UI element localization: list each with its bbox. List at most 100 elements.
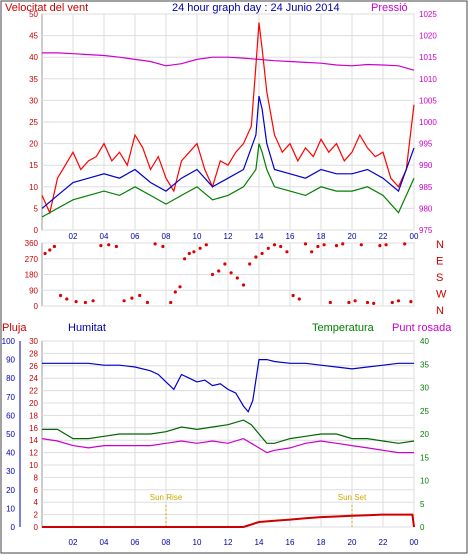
pressure-y-tick-label: 1000 [419, 118, 437, 127]
wind-x-tick-label: 18 [317, 232, 326, 241]
wind-y-tick-label: 10 [29, 183, 38, 192]
temp-x-tick-label: 18 [317, 538, 326, 547]
pressure-y-tick-label: 1005 [419, 96, 437, 105]
humidity-y-tick-label: 70 [6, 393, 15, 402]
dewpoint-label: Punt rosada [392, 322, 452, 334]
wind-x-tick-label: 04 [100, 232, 109, 241]
temp-x-tick-label: 12 [224, 538, 233, 547]
direction-point [285, 250, 289, 254]
rain-y-tick-label: 0 [34, 523, 39, 532]
pressure-y-tick-label: 1015 [419, 53, 437, 62]
direction-point [59, 293, 63, 298]
wind-y-tick-label: 30 [29, 96, 38, 105]
direction-point [122, 299, 126, 303]
humidity-y-tick-label: 60 [6, 411, 15, 420]
humidity-y-tick-label: 20 [6, 486, 15, 495]
humidity-line [42, 359, 414, 413]
direction-point [279, 244, 283, 249]
direction-point [403, 242, 407, 246]
wind-pressure-panel: 0510152025303540455097598098599099510001… [29, 10, 437, 241]
wind-x-tick-label: 12 [224, 232, 233, 241]
direction-point [187, 251, 191, 256]
temp-x-tick-label: 20 [348, 538, 357, 547]
wind-x-tick-label: 22 [379, 232, 388, 241]
direction-y-tick-label: 360 [25, 239, 39, 248]
compass-label: S [436, 272, 443, 284]
wind-y-tick-label: 25 [29, 118, 38, 127]
direction-point [229, 271, 233, 275]
sun-event-label: Sun Rise [150, 493, 183, 502]
direction-point [353, 299, 357, 303]
temp-x-tick-label: 14 [255, 538, 264, 547]
rain-y-tick-label: 30 [29, 337, 38, 346]
temperature-y-tick-label: 0 [420, 523, 425, 532]
temperature-label: Temperatura [312, 322, 375, 334]
direction-point [341, 242, 345, 246]
temperature-y-tick-label: 35 [420, 360, 429, 369]
direction-point [384, 243, 388, 247]
temp-humidity-panel: 0102030405060708090100024681012141618202… [2, 337, 430, 547]
humidity-y-tick-label: 10 [6, 504, 15, 513]
temperature-y-tick-label: 30 [420, 384, 429, 393]
rain-y-tick-label: 24 [29, 374, 38, 383]
humidity-y-tick-label: 90 [6, 356, 15, 365]
direction-y-tick-label: 90 [29, 286, 38, 295]
rain-label: Pluja [2, 322, 27, 334]
direction-point [43, 251, 47, 256]
direction-point [178, 285, 182, 289]
direction-point [183, 257, 187, 261]
direction-point [248, 262, 252, 266]
temp-x-tick-label: 22 [379, 538, 388, 547]
direction-point [99, 244, 103, 248]
humidity-y-tick-label: 30 [6, 467, 15, 476]
wind-y-tick-label: 0 [34, 226, 39, 235]
direction-point [378, 244, 382, 248]
temp-x-tick-label: 02 [69, 538, 78, 547]
direction-point [266, 246, 270, 250]
humidity-y-tick-label: 80 [6, 374, 15, 383]
pressure-line [42, 52, 415, 71]
dewpoint-line [41, 437, 414, 454]
wind-min-line [41, 143, 415, 218]
direction-point [107, 243, 111, 247]
wind-x-tick-label: 14 [255, 232, 264, 241]
direction-point [303, 242, 308, 246]
pressure-y-tick-label: 1010 [419, 75, 437, 84]
direction-point [272, 243, 277, 247]
wind-x-tick-label: 02 [69, 232, 78, 241]
pressure-y-tick-label: 1020 [419, 32, 437, 41]
compass-label: E [436, 256, 443, 268]
direction-point [223, 262, 227, 266]
direction-point [328, 300, 332, 305]
rain-y-tick-label: 6 [34, 486, 39, 495]
wind-y-tick-label: 50 [29, 10, 38, 19]
direction-point [254, 255, 258, 259]
direction-point [260, 251, 264, 256]
direction-point [316, 244, 320, 249]
rain-y-tick-label: 14 [29, 436, 38, 445]
pressure-y-tick-label: 995 [419, 140, 433, 149]
direction-point [161, 244, 165, 249]
direction-point [74, 300, 78, 304]
temp-x-tick-label: 06 [131, 538, 140, 547]
direction-point [169, 300, 173, 305]
compass-label: N [436, 305, 444, 317]
humidity-y-tick-label: 40 [6, 449, 15, 458]
temperature-y-tick-label: 25 [420, 407, 429, 416]
direction-point [291, 293, 295, 298]
temp-x-tick-label: 00 [410, 538, 419, 547]
wind-x-tick-label: 08 [162, 232, 171, 241]
direction-point [114, 244, 118, 249]
direction-point [297, 297, 301, 301]
direction-point [372, 301, 376, 305]
direction-y-tick-label: 0 [34, 302, 39, 311]
temperature-line [42, 419, 415, 444]
rain-y-tick-label: 2 [34, 511, 39, 520]
rain-y-tick-label: 8 [34, 473, 39, 482]
wind-gust-line [41, 22, 415, 215]
temperature-y-tick-label: 40 [420, 337, 429, 346]
direction-point [390, 300, 394, 305]
rain-y-tick-label: 12 [29, 449, 38, 458]
